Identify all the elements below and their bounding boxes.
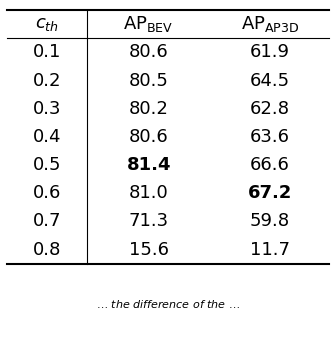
Text: 0.6: 0.6 [33,184,61,202]
Text: $\mathrm{AP}_{\mathrm{BEV}}$: $\mathrm{AP}_{\mathrm{BEV}}$ [123,14,174,34]
Text: 67.2: 67.2 [247,184,292,202]
Text: 63.6: 63.6 [250,128,290,146]
Text: 11.7: 11.7 [250,241,290,259]
Text: 80.6: 80.6 [129,43,169,62]
Text: 15.6: 15.6 [129,241,169,259]
Text: $\mathrm{AP}_{\mathrm{AP3D}}$: $\mathrm{AP}_{\mathrm{AP3D}}$ [241,14,299,34]
Text: 0.4: 0.4 [33,128,61,146]
Text: 0.5: 0.5 [33,156,61,174]
Text: 0.7: 0.7 [33,212,61,231]
Text: 62.8: 62.8 [250,100,290,118]
Text: $c_{th}$: $c_{th}$ [35,15,59,33]
Text: $\ldots$ the difference of the $\ldots$: $\ldots$ the difference of the $\ldots$ [96,298,240,310]
Text: 0.3: 0.3 [33,100,61,118]
Text: 0.2: 0.2 [33,72,61,90]
Text: 64.5: 64.5 [250,72,290,90]
Text: 0.1: 0.1 [33,43,61,62]
Text: 80.2: 80.2 [129,100,169,118]
Text: 71.3: 71.3 [129,212,169,231]
Text: 81.4: 81.4 [126,156,171,174]
Text: 80.5: 80.5 [129,72,169,90]
Text: 81.0: 81.0 [129,184,169,202]
Text: 59.8: 59.8 [250,212,290,231]
Text: 0.8: 0.8 [33,241,61,259]
Text: 80.6: 80.6 [129,128,169,146]
Text: 61.9: 61.9 [250,43,290,62]
Text: 66.6: 66.6 [250,156,290,174]
